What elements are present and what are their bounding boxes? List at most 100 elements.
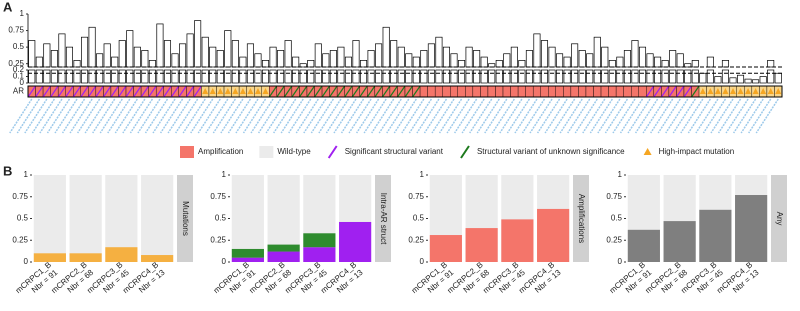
y-tick-label: 0.75	[606, 192, 622, 201]
bar	[563, 69, 571, 84]
y-tick-label: 0.1	[13, 72, 25, 81]
bar	[171, 69, 179, 84]
bar-background	[231, 175, 264, 262]
sample-label-stroke	[634, 98, 659, 134]
sample-label-stroke	[303, 98, 327, 134]
bar	[450, 69, 458, 84]
sample-label-stroke	[491, 98, 515, 134]
sample-label-stroke	[642, 98, 666, 134]
sample-label-stroke	[288, 98, 312, 134]
bar	[156, 69, 164, 84]
sample-label-stroke	[597, 98, 621, 134]
sample-label-stroke	[122, 98, 146, 134]
bar	[322, 69, 330, 84]
bar	[216, 69, 224, 84]
legend-swatch	[180, 146, 194, 158]
bar	[133, 46, 141, 68]
mutation-mark	[767, 88, 774, 94]
bar	[375, 69, 383, 84]
bar	[676, 53, 684, 68]
bar	[735, 195, 768, 262]
y-tick-label: 0.5	[13, 42, 25, 51]
sample-label-stroke	[235, 98, 259, 134]
sample-label-stroke	[657, 98, 681, 134]
sv-mark	[359, 85, 368, 98]
bar	[510, 46, 518, 68]
bar	[533, 69, 541, 84]
ar-cell	[608, 85, 617, 98]
bar	[412, 56, 420, 68]
bar	[299, 69, 307, 84]
bar	[435, 36, 443, 68]
bar	[458, 60, 466, 68]
bar	[661, 69, 669, 84]
sv-mark	[645, 85, 655, 98]
sample-label-stroke	[469, 98, 493, 134]
sample-label-stroke	[212, 98, 236, 134]
bar	[774, 72, 782, 84]
bar	[65, 69, 73, 84]
mutation-mark	[247, 88, 254, 94]
sample-label-stroke	[461, 98, 485, 134]
bar	[126, 30, 134, 68]
bar	[548, 69, 556, 84]
bar	[360, 69, 368, 84]
bar	[33, 253, 66, 262]
sample-label-stroke	[484, 98, 508, 134]
y-tick-label: 0.5	[17, 214, 29, 223]
bar	[540, 40, 549, 68]
bar	[141, 69, 149, 84]
bar	[706, 69, 714, 84]
sample-label-stroke	[687, 98, 711, 134]
bar	[254, 69, 262, 84]
sv-mark	[133, 85, 142, 98]
y-tick-label: 1	[618, 170, 623, 179]
ar-cell	[517, 85, 526, 98]
bar	[427, 43, 435, 68]
sv-mark	[193, 85, 202, 98]
bar	[450, 53, 458, 68]
bar	[81, 69, 89, 84]
bar	[601, 46, 609, 68]
bar	[638, 46, 647, 68]
ar-cell	[570, 85, 579, 98]
bar	[699, 72, 707, 84]
sample-label-stroke	[363, 98, 387, 134]
sample-label-stroke	[77, 98, 101, 134]
sample-label-stroke	[627, 98, 651, 134]
legend-swatch	[460, 145, 470, 159]
sv-mark	[42, 85, 52, 98]
bar-background	[33, 175, 66, 262]
legend-label: Significant structural variant	[345, 147, 444, 156]
bar	[488, 69, 496, 84]
bar	[608, 69, 616, 84]
sv-mark	[396, 85, 406, 98]
y-tick-label: 0.5	[611, 214, 623, 223]
bar	[563, 56, 571, 68]
bar	[58, 69, 66, 84]
row-label: AR	[13, 87, 24, 96]
legend-label: Amplification	[198, 147, 243, 156]
bar	[537, 208, 570, 262]
bar	[352, 69, 360, 84]
bar	[303, 233, 336, 248]
ar-cell	[548, 85, 557, 98]
ar-cell	[434, 85, 443, 98]
bar	[473, 69, 481, 84]
bar	[261, 69, 270, 84]
bar	[231, 69, 239, 84]
bar	[442, 46, 450, 68]
bar	[224, 69, 232, 84]
sample-label-stroke	[114, 98, 138, 134]
bar	[179, 69, 187, 84]
sv-mark	[102, 85, 112, 98]
sv-mark	[87, 85, 97, 98]
bar	[608, 60, 616, 68]
y-tick-label: 0.5	[215, 214, 227, 223]
bar	[292, 69, 300, 84]
mutation-mark	[775, 88, 782, 94]
